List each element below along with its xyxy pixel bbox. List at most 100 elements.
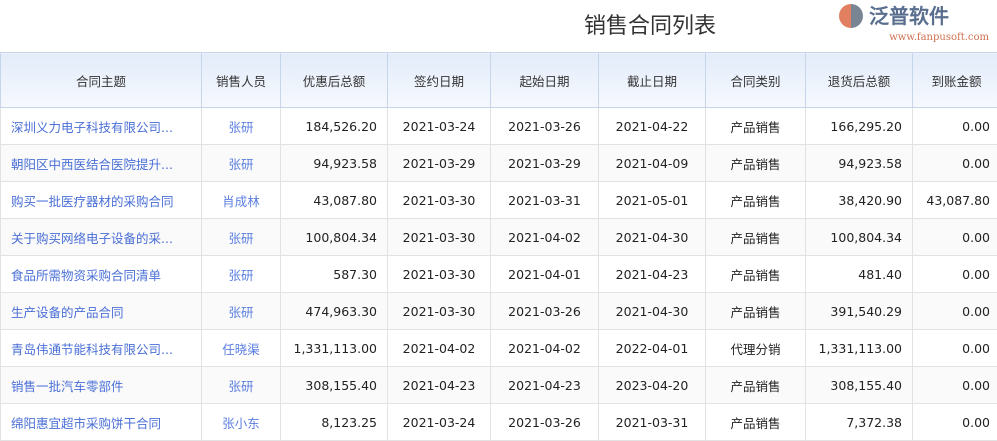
end-date: 2023-04-20: [598, 366, 706, 404]
salesperson-link[interactable]: 张研: [201, 366, 281, 404]
start-date: 2021-04-02: [490, 218, 599, 256]
start-date: 2021-04-02: [490, 329, 599, 367]
post-return-total: 100,804.34: [805, 218, 913, 256]
contract-subject-link[interactable]: 绵阳惠宜超市采购饼干合同: [0, 403, 202, 441]
discounted-total: 43,087.80: [280, 181, 388, 219]
contract-category: 产品销售: [705, 181, 806, 219]
contract-category: 产品销售: [705, 218, 806, 256]
start-date: 2021-03-26: [490, 403, 599, 441]
salesperson-link[interactable]: 张研: [201, 255, 281, 293]
watermark-logo: 泛普软件 www.fanpusoft.com: [839, 4, 989, 48]
contract-subject-link[interactable]: 购买一批医疗器材的采购合同: [0, 181, 202, 219]
post-return-total: 308,155.40: [805, 366, 913, 404]
salesperson-link[interactable]: 肖成林: [201, 181, 281, 219]
end-date: 2021-03-31: [598, 403, 706, 441]
discounted-total: 8,123.25: [280, 403, 388, 441]
column-header[interactable]: 到账金额: [912, 52, 997, 108]
discounted-total: 94,923.58: [280, 144, 388, 182]
contract-category: 产品销售: [705, 255, 806, 293]
sign-date: 2021-04-02: [387, 329, 491, 367]
watermark-text: 泛普软件: [869, 4, 949, 28]
received-amount: 0.00: [912, 144, 997, 182]
post-return-total: 7,372.38: [805, 403, 913, 441]
sign-date: 2021-04-23: [387, 366, 491, 404]
column-header[interactable]: 销售人员: [201, 52, 281, 108]
contract-subject-link[interactable]: 销售一批汽车零部件: [0, 366, 202, 404]
column-header[interactable]: 起始日期: [490, 52, 599, 108]
post-return-total: 1,331,113.00: [805, 329, 913, 367]
contract-subject-link[interactable]: 深圳义力电子科技有限公司...: [0, 107, 202, 145]
column-header[interactable]: 截止日期: [598, 52, 706, 108]
salesperson-link[interactable]: 张研: [201, 144, 281, 182]
end-date: 2021-04-30: [598, 292, 706, 330]
sign-date: 2021-03-24: [387, 107, 491, 145]
received-amount: 0.00: [912, 255, 997, 293]
sign-date: 2021-03-24: [387, 403, 491, 441]
column-header[interactable]: 合同类别: [705, 52, 806, 108]
start-date: 2021-03-26: [490, 107, 599, 145]
salesperson-link[interactable]: 任晓渠: [201, 329, 281, 367]
salesperson-link[interactable]: 张研: [201, 292, 281, 330]
contract-subject-link[interactable]: 生产设备的产品合同: [0, 292, 202, 330]
received-amount: 0.00: [912, 329, 997, 367]
table-row[interactable]: 朝阳区中西医结合医院提升... 张研 94,923.58 2021-03-29 2021…: [0, 144, 997, 182]
received-amount: 0.00: [912, 403, 997, 441]
end-date: 2021-04-22: [598, 107, 706, 145]
discounted-total: 587.30: [280, 255, 388, 293]
discounted-total: 184,526.20: [280, 107, 388, 145]
received-amount: 43,087.80: [912, 181, 997, 219]
post-return-total: 481.40: [805, 255, 913, 293]
table-row[interactable]: 关于购买网络电子设备的采... 张研 100,804.34 2021-03-30 202…: [0, 218, 997, 256]
end-date: 2022-04-01: [598, 329, 706, 367]
table-row[interactable]: 生产设备的产品合同 张研 474,963.30 2021-03-30 2021-03-2…: [0, 292, 997, 330]
received-amount: 0.00: [912, 107, 997, 145]
received-amount: 0.00: [912, 218, 997, 256]
contract-category: 代理分销: [705, 329, 806, 367]
post-return-total: 391,540.29: [805, 292, 913, 330]
end-date: 2021-04-30: [598, 218, 706, 256]
table-row[interactable]: 绵阳惠宜超市采购饼干合同 张小东 8,123.25 2021-03-24 2021-03…: [0, 403, 997, 441]
brand-logo-icon: [839, 4, 863, 28]
received-amount: 0.00: [912, 292, 997, 330]
contract-subject-link[interactable]: 朝阳区中西医结合医院提升...: [0, 144, 202, 182]
end-date: 2021-05-01: [598, 181, 706, 219]
watermark-url: www.fanpusoft.com: [889, 32, 989, 43]
contract-subject-link[interactable]: 食品所需物资采购合同清单: [0, 255, 202, 293]
table-row[interactable]: 购买一批医疗器材的采购合同 肖成林 43,087.80 2021-03-30 2021-…: [0, 181, 997, 219]
column-header[interactable]: 优惠后总额: [280, 52, 388, 108]
contract-category: 产品销售: [705, 292, 806, 330]
discounted-total: 474,963.30: [280, 292, 388, 330]
table-row[interactable]: 深圳义力电子科技有限公司... 张研 184,526.20 2021-03-24 202…: [0, 107, 997, 145]
sign-date: 2021-03-30: [387, 255, 491, 293]
column-header[interactable]: 合同主题: [0, 52, 202, 108]
post-return-total: 38,420.90: [805, 181, 913, 219]
column-header[interactable]: 签约日期: [387, 52, 491, 108]
contract-category: 产品销售: [705, 366, 806, 404]
page-title: 销售合同列表: [583, 14, 716, 39]
start-date: 2021-03-31: [490, 181, 599, 219]
table-row[interactable]: 青岛伟通节能科技有限公司... 任晓渠 1,331,113.00 2021-04-02…: [0, 329, 997, 367]
contract-category: 产品销售: [705, 403, 806, 441]
received-amount: 0.00: [912, 366, 997, 404]
contract-category: 产品销售: [705, 144, 806, 182]
discounted-total: 308,155.40: [280, 366, 388, 404]
salesperson-link[interactable]: 张小东: [201, 403, 281, 441]
table-row[interactable]: 食品所需物资采购合同清单 张研 587.30 2021-03-30 2021-04-01…: [0, 255, 997, 293]
table-row[interactable]: 销售一批汽车零部件 张研 308,155.40 2021-04-23 2021-04-2…: [0, 366, 997, 404]
start-date: 2021-03-26: [490, 292, 599, 330]
contract-subject-link[interactable]: 关于购买网络电子设备的采...: [0, 218, 202, 256]
salesperson-link[interactable]: 张研: [201, 107, 281, 145]
discounted-total: 100,804.34: [280, 218, 388, 256]
header-row: 合同主题 销售人员 优惠后总额 签约日期 起始日期 截止日期 合同类别 退货后总额 到账金额: [0, 52, 997, 108]
sign-date: 2021-03-30: [387, 218, 491, 256]
contract-subject-link[interactable]: 青岛伟通节能科技有限公司...: [0, 329, 202, 367]
post-return-total: 166,295.20: [805, 107, 913, 145]
contract-table: 合同主题 销售人员 优惠后总额 签约日期 起始日期 截止日期 合同类别 退货后总额 到账金额 深…: [0, 52, 997, 441]
salesperson-link[interactable]: 张研: [201, 218, 281, 256]
contract-category: 产品销售: [705, 107, 806, 145]
end-date: 2021-04-09: [598, 144, 706, 182]
start-date: 2021-04-23: [490, 366, 599, 404]
column-header[interactable]: 退货后总额: [805, 52, 913, 108]
sign-date: 2021-03-30: [387, 181, 491, 219]
start-date: 2021-04-01: [490, 255, 599, 293]
